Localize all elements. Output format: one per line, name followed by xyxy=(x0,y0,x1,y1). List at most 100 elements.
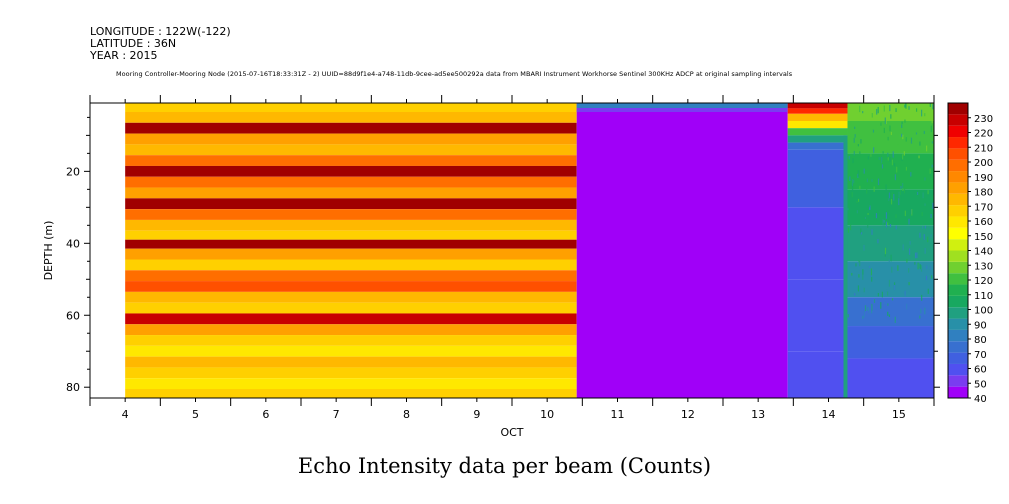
heatmap-speckle xyxy=(888,244,890,248)
heatmap-block-low xyxy=(576,103,788,398)
heatmap-speckle xyxy=(847,227,850,233)
heatmap-speckle xyxy=(902,134,904,140)
heatmap-speckle xyxy=(924,225,927,229)
heatmap-speckle xyxy=(921,294,923,301)
heatmap-transition-column xyxy=(843,135,848,398)
colorbar-label: 220 xyxy=(974,129,993,140)
heatmap-speckle xyxy=(889,191,891,199)
heatmap-speckle xyxy=(876,125,879,129)
colorbar: 40 50 60 70 80 90 100 110 120 130 140 150 160 170 180 1… xyxy=(947,102,993,405)
x-axis: 4 5 6 7 8 9 10 11 12 13 14 15 xyxy=(89,95,935,421)
heatmap-speckle xyxy=(867,156,869,160)
x-tick-label: 8 xyxy=(403,408,410,421)
x-tick-label: 14 xyxy=(822,408,836,421)
heatmap-band xyxy=(125,133,577,145)
heatmap-speckle xyxy=(929,168,931,174)
heatmap-speckle xyxy=(883,105,885,112)
heatmap-speckle xyxy=(922,280,925,287)
heatmap-speckle xyxy=(932,104,934,110)
heatmap-speckle xyxy=(889,224,892,228)
heatmap-noisy-cell xyxy=(847,297,934,327)
heatmap-speckle xyxy=(931,120,933,124)
heatmap-speckle xyxy=(888,259,890,267)
heatmap-speckle xyxy=(880,122,882,126)
colorbar-label: 160 xyxy=(974,217,993,228)
heatmap-speckle xyxy=(919,232,921,238)
heatmap-speckle xyxy=(889,125,891,132)
colorbar-swatch xyxy=(948,261,968,274)
heatmap-band xyxy=(125,313,577,325)
heatmap-mixed-cell xyxy=(787,135,848,143)
heatmap-speckle xyxy=(859,259,861,267)
heatmap-speckle xyxy=(889,105,891,112)
heatmap-speckle xyxy=(875,213,878,219)
heatmap-noisy-cell xyxy=(847,120,934,154)
y-tick-label: 80 xyxy=(66,381,80,394)
heatmap-speckle xyxy=(895,225,897,230)
heatmap-speckle xyxy=(885,119,887,125)
heatmap-speckle xyxy=(887,157,889,161)
colorbar-swatch xyxy=(948,114,968,126)
heatmap-speckle xyxy=(864,216,867,220)
heatmap-speckle xyxy=(909,291,911,297)
heatmap-speckle xyxy=(903,305,905,311)
heatmap-speckle xyxy=(900,196,902,203)
heatmap-speckle xyxy=(857,173,859,178)
heatmap-speckle xyxy=(886,291,889,296)
heatmap-speckle xyxy=(909,240,911,245)
heatmap-speckle xyxy=(880,302,882,309)
heatmap-speckle xyxy=(882,219,884,226)
heatmap-speckle xyxy=(888,314,891,317)
heatmap-speckle xyxy=(871,229,873,235)
heatmap-speckle xyxy=(871,310,873,314)
year-label: YEAR : 2015 xyxy=(90,49,158,62)
colorbar-label: 40 xyxy=(974,394,987,405)
colorbar-swatch xyxy=(948,137,968,149)
heatmap-speckle xyxy=(851,191,853,198)
heatmap-speckle xyxy=(887,152,889,157)
colorbar-swatch xyxy=(948,386,968,398)
heatmap-speckle xyxy=(860,228,862,234)
heatmap-speckle xyxy=(923,130,925,134)
heatmap-speckle xyxy=(917,235,920,238)
heatmap-speckle xyxy=(872,236,874,242)
heatmap-speckle xyxy=(886,289,888,292)
heatmap-speckle xyxy=(918,155,920,159)
heatmap-speckle xyxy=(910,126,912,133)
heatmap-speckle xyxy=(896,166,898,173)
heatmap-speckle xyxy=(931,295,933,299)
colorbar-swatch xyxy=(948,182,968,194)
heatmap-speckle xyxy=(890,131,892,136)
heatmap-speckle xyxy=(891,159,894,166)
heatmap-band xyxy=(125,378,577,390)
heatmap-speckle xyxy=(899,189,901,195)
colorbar-label: 70 xyxy=(974,350,987,361)
heatmap-speckle xyxy=(882,151,884,154)
colorbar-swatch xyxy=(948,159,968,172)
heatmap-speckle xyxy=(887,136,889,141)
colorbar-swatch xyxy=(948,341,968,353)
heatmap-speckle xyxy=(901,121,903,125)
heatmap-band xyxy=(125,389,577,398)
heatmap-speckle xyxy=(894,316,896,323)
y-axis-label: DEPTH (m) xyxy=(42,221,55,281)
heatmap-speckle xyxy=(908,218,910,225)
heatmap-speckle xyxy=(860,139,862,144)
heatmap-speckle xyxy=(918,263,921,269)
x-tick-label: 12 xyxy=(681,408,695,421)
heatmap-speckle xyxy=(850,224,852,231)
heatmap-speckle xyxy=(891,298,894,301)
heatmap-speckle xyxy=(862,111,864,114)
heatmap-speckle xyxy=(848,176,850,179)
heatmap-speckle xyxy=(870,154,872,157)
colorbar-label: 230 xyxy=(974,114,993,125)
colorbar-swatch xyxy=(948,193,968,206)
colorbar-label: 150 xyxy=(974,232,993,243)
colorbar-label: 100 xyxy=(974,306,993,317)
heatmap-speckle xyxy=(890,254,892,262)
heatmap-speckle xyxy=(904,210,906,217)
colorbar-swatch xyxy=(948,148,968,160)
y-tick-label: 60 xyxy=(66,309,80,322)
heatmap-speckle xyxy=(904,291,906,295)
